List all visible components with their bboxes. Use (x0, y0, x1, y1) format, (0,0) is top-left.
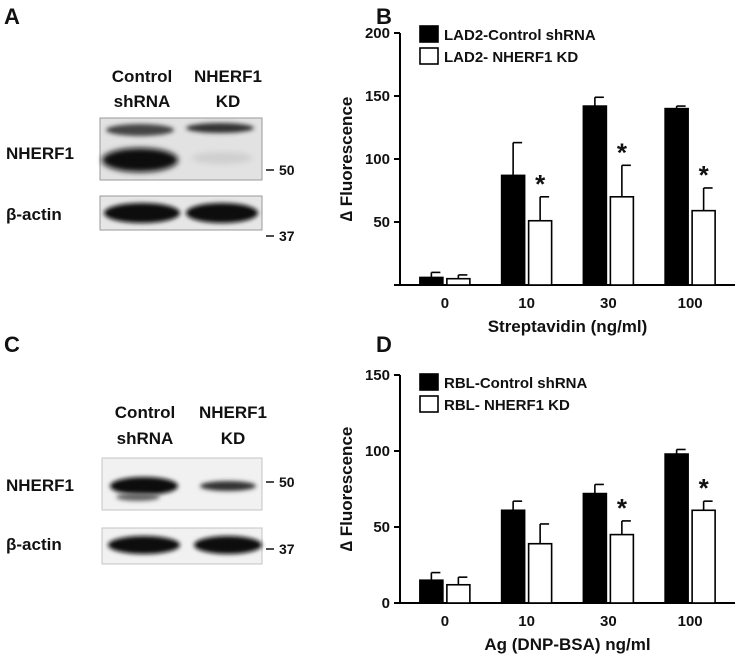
significance-star: * (699, 473, 710, 503)
blot-nherf1-image (101, 457, 263, 511)
panel-b-letter: B (376, 4, 392, 29)
y-axis-title: ∆ Fluorescence (337, 427, 356, 552)
bar (419, 579, 444, 604)
row-label-nherf1: NHERF1 (6, 476, 74, 495)
y-tick-label: 100 (365, 443, 390, 460)
blot-beta-actin-image (99, 195, 263, 231)
x-tick-label: 30 (600, 613, 617, 630)
bar (609, 533, 635, 604)
bar (446, 583, 471, 604)
marker-50: 50 (279, 162, 295, 178)
panel-a: A Control shRNA NHERF1 KD NHERF1 β-actin… (4, 4, 295, 244)
marker-37: 37 (279, 541, 295, 557)
legend-label: LAD2- NHERF1 KD (444, 49, 578, 66)
legend-label: RBL-Control shRNA (444, 375, 587, 392)
significance-star: * (617, 137, 628, 167)
x-tick-label: 0 (441, 295, 449, 312)
row-label-beta-actin: β-actin (6, 535, 62, 554)
legend-label: LAD2-Control shRNA (444, 27, 596, 44)
x-tick-label: 10 (518, 295, 535, 312)
bar (609, 196, 635, 286)
x-tick-label: 0 (441, 613, 449, 630)
bar (664, 453, 689, 604)
bar (582, 492, 608, 604)
legend-swatch (419, 25, 439, 43)
bar (419, 276, 444, 286)
y-tick-label: 100 (365, 151, 390, 168)
x-tick-label: 30 (600, 295, 617, 312)
y-tick-label: 50 (373, 519, 390, 536)
chart-b: 50 100 150 200 0 * 10 * 30 * 100 Streptavidin (ng/m… (337, 25, 735, 336)
lane-label-control-line2: shRNA (117, 429, 174, 448)
bar (582, 105, 608, 286)
x-tick-label: 100 (678, 295, 703, 312)
bar (664, 107, 689, 286)
panel-d-letter: D (376, 332, 392, 357)
blot-nherf1-image (99, 117, 263, 181)
lane-label-kd-line2: KD (216, 92, 241, 111)
lane-label-control-line1: Control (115, 403, 175, 422)
y-tick-label: 50 (373, 214, 390, 231)
x-tick-label: 100 (678, 613, 703, 630)
significance-star: * (535, 169, 546, 199)
x-tick-label: 10 (518, 613, 535, 630)
y-tick-label: 200 (365, 25, 390, 42)
lane-label-kd-line2: KD (221, 429, 246, 448)
lane-label-kd-line1: NHERF1 (194, 67, 262, 86)
legend-swatch (419, 47, 439, 65)
y-tick-label: 0 (382, 595, 390, 612)
y-tick-label: 150 (365, 367, 390, 384)
significance-star: * (617, 493, 628, 523)
y-axis-title: ∆ Fluorescence (337, 97, 356, 222)
lane-label-control-line1: Control (112, 67, 172, 86)
bar (500, 509, 526, 604)
marker-50: 50 (279, 474, 295, 490)
panel-c-letter: C (4, 332, 20, 357)
x-axis-title: Streptavidin (ng/ml) (488, 317, 648, 336)
chart-d: 0 50 100 150 0 10 * 30 * 100 Ag (DNP-BSA) ng/ml ∆ F… (337, 367, 735, 654)
marker-37: 37 (279, 228, 295, 244)
legend-swatch (419, 395, 439, 413)
lane-label-control-line2: shRNA (114, 92, 171, 111)
legend-swatch (419, 373, 439, 391)
blot-beta-actin-image (101, 527, 263, 565)
y-tick-label: 150 (365, 88, 390, 105)
panel-c: C Control shRNA NHERF1 KD NHERF1 β-actin… (4, 332, 295, 565)
bar (500, 174, 526, 286)
row-label-nherf1: NHERF1 (6, 144, 74, 163)
significance-star: * (699, 160, 710, 190)
panel-a-letter: A (4, 4, 20, 29)
bar (691, 509, 716, 604)
bar (691, 209, 716, 286)
bar (446, 277, 471, 286)
legend-label: RBL- NHERF1 KD (444, 397, 570, 414)
row-label-beta-actin: β-actin (6, 205, 62, 224)
lane-label-kd-line1: NHERF1 (199, 403, 267, 422)
x-axis-title: Ag (DNP-BSA) ng/ml (484, 635, 650, 654)
bar (527, 219, 553, 286)
bar (527, 542, 553, 604)
